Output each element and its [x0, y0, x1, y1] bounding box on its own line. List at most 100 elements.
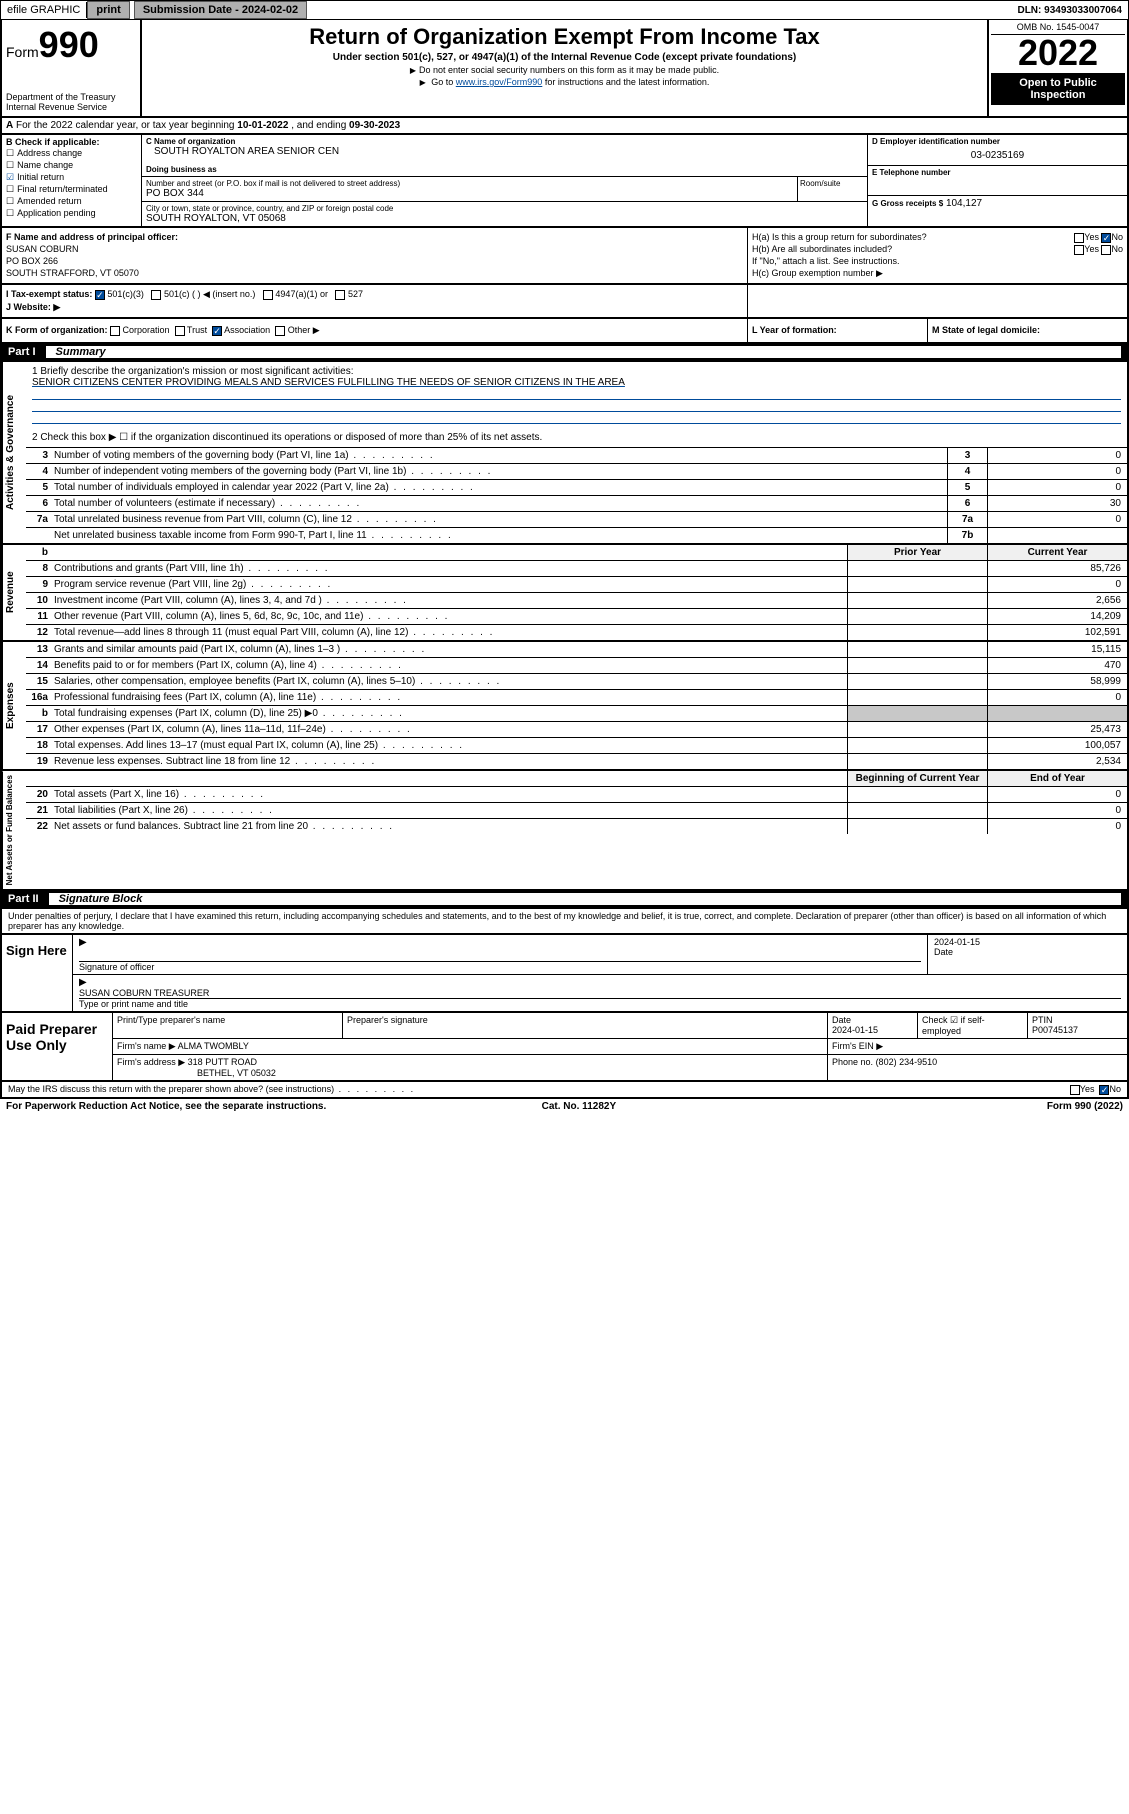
org-name: SOUTH ROYALTON AREA SENIOR CEN [154, 146, 863, 157]
table-row: 4Number of independent voting members of… [26, 464, 1127, 480]
chk-initial-return[interactable]: Initial return [6, 172, 137, 183]
table-row: 5Total number of individuals employed in… [26, 480, 1127, 496]
officer-name: SUSAN COBURN [6, 244, 743, 254]
net-assets-block: Net Assets or Fund Balances Beginning of… [0, 771, 1129, 891]
officer-name-title: SUSAN COBURN TREASURER [79, 988, 1121, 999]
hb-label: H(b) Are all subordinates included? [752, 244, 892, 254]
officer-addr2: SOUTH STRAFFORD, VT 05070 [6, 268, 743, 278]
table-row: 7aTotal unrelated business revenue from … [26, 512, 1127, 528]
phone-label: Phone no. [832, 1057, 873, 1067]
signature-intro: Under penalties of perjury, I declare th… [0, 909, 1129, 935]
part1-header: Part I Summary [0, 344, 1129, 362]
discuss-no-checkbox[interactable] [1099, 1085, 1109, 1095]
chk-trust[interactable] [175, 326, 185, 336]
net-rows: 20Total assets (Part X, line 16)021Total… [26, 787, 1127, 834]
prep-h3: Date [832, 1015, 913, 1025]
table-row: 16aProfessional fundraising fees (Part I… [26, 690, 1127, 706]
print-button[interactable]: print [87, 1, 129, 19]
line-2: 2 Check this box ▶ ☐ if the organization… [32, 432, 1121, 443]
chk-final-return[interactable]: Final return/terminated [6, 184, 137, 195]
vert-expenses: Expenses [2, 642, 26, 769]
hc-label: H(c) Group exemption number ▶ [752, 268, 1123, 279]
table-row: 19Revenue less expenses. Subtract line 1… [26, 754, 1127, 769]
irs-link[interactable]: www.irs.gov/Form990 [456, 77, 543, 87]
chk-amended-return[interactable]: Amended return [6, 196, 137, 207]
paid-preparer-block: Paid Preparer Use Only Print/Type prepar… [0, 1013, 1129, 1082]
sig-officer-label: Signature of officer [79, 962, 921, 972]
chk-application-pending[interactable]: Application pending [6, 208, 137, 219]
vert-revenue: Revenue [2, 545, 26, 640]
chk-address-change[interactable]: Address change [6, 148, 137, 159]
chk-other[interactable] [275, 326, 285, 336]
section-h: H(a) Is this a group return for subordin… [747, 228, 1127, 283]
table-row: 15Salaries, other compensation, employee… [26, 674, 1127, 690]
ha-label: H(a) Is this a group return for subordin… [752, 232, 927, 242]
ha-no-checkbox[interactable] [1101, 233, 1111, 243]
section-i: I Tax-exempt status: 501(c)(3) 501(c) ( … [6, 289, 743, 300]
section-j: J Website: ▶ [6, 302, 743, 313]
table-row: bTotal fundraising expenses (Part IX, co… [26, 706, 1127, 722]
prep-h4: Check ☑ if self-employed [917, 1013, 1027, 1038]
chk-name-change[interactable]: Name change [6, 160, 137, 171]
note-link: Go to www.irs.gov/Form990 for instructio… [150, 77, 979, 87]
firm-addr-label: Firm's address ▶ [117, 1057, 185, 1067]
header-right-block: OMB No. 1545-0047 2022 Open to Public In… [987, 20, 1127, 116]
c-name-label: C Name of organization [146, 137, 863, 146]
table-row: 6Total number of volunteers (estimate if… [26, 496, 1127, 512]
addr-value: PO BOX 344 [146, 188, 793, 199]
current-year-hdr: Current Year [987, 545, 1127, 560]
prep-h2: Preparer's signature [342, 1013, 827, 1038]
e-label: E Telephone number [872, 168, 1123, 177]
form-subtitle: Under section 501(c), 527, or 4947(a)(1)… [150, 52, 979, 63]
section-fh: F Name and address of principal officer:… [0, 228, 1129, 285]
sign-here-label: Sign Here [2, 935, 72, 1011]
section-f: F Name and address of principal officer:… [2, 228, 747, 283]
form-version: Form 990 (2022) [1047, 1101, 1123, 1112]
row-a: A For the 2022 calendar year, or tax yea… [0, 118, 1129, 135]
table-row: 3Number of voting members of the governi… [26, 448, 1127, 464]
table-row: 14Benefits paid to or for members (Part … [26, 658, 1127, 674]
chk-corporation[interactable] [110, 326, 120, 336]
section-k: K Form of organization: Corporation Trus… [2, 319, 747, 342]
chk-501c3[interactable] [95, 290, 105, 300]
ha-yes-checkbox[interactable] [1074, 233, 1084, 243]
chk-4947[interactable] [263, 290, 273, 300]
room-label: Room/suite [797, 177, 867, 201]
submission-date-button[interactable]: Submission Date - 2024-02-02 [134, 1, 307, 19]
chk-association[interactable] [212, 326, 222, 336]
hb-yes-checkbox[interactable] [1074, 245, 1084, 255]
chk-501c[interactable] [151, 290, 161, 300]
discuss-yes-checkbox[interactable] [1070, 1085, 1080, 1095]
revenue-rows: 8Contributions and grants (Part VIII, li… [26, 561, 1127, 640]
firm-name: ALMA TWOMBLY [178, 1041, 249, 1051]
paid-preparer-label: Paid Preparer Use Only [2, 1013, 112, 1080]
firm-addr1: 318 PUTT ROAD [188, 1057, 257, 1067]
city-label: City or town, state or province, country… [146, 204, 863, 213]
table-row: Net unrelated business taxable income fr… [26, 528, 1127, 543]
table-row: 18Total expenses. Add lines 13–17 (must … [26, 738, 1127, 754]
table-row: 21Total liabilities (Part X, line 26)0 [26, 803, 1127, 819]
part2-header: Part II Signature Block [0, 891, 1129, 909]
mission-label: 1 Briefly describe the organization's mi… [32, 366, 1121, 377]
dept-label: Department of the Treasury Internal Reve… [6, 92, 136, 112]
name-title-label: Type or print name and title [79, 999, 1121, 1009]
section-l: L Year of formation: [747, 319, 927, 342]
chk-527[interactable] [335, 290, 345, 300]
table-row: 8Contributions and grants (Part VIII, li… [26, 561, 1127, 577]
city-value: SOUTH ROYALTON, VT 05068 [146, 213, 863, 224]
b-header: B Check if applicable: [6, 137, 137, 147]
revenue-block: Revenue b Prior Year Current Year 8Contr… [0, 545, 1129, 642]
table-row: 9Program service revenue (Part VIII, lin… [26, 577, 1127, 593]
officer-addr1: PO BOX 266 [6, 256, 743, 266]
section-m: M State of legal domicile: [927, 319, 1127, 342]
part2-name: Signature Block [49, 893, 1121, 905]
note-ssn: Do not enter social security numbers on … [150, 65, 979, 75]
hb-no-checkbox[interactable] [1101, 245, 1111, 255]
dba-label: Doing business as [146, 165, 863, 174]
part2-label: Part II [8, 893, 49, 905]
begin-year-hdr: Beginning of Current Year [847, 771, 987, 786]
firm-name-label: Firm's name ▶ [117, 1041, 176, 1051]
irs-discuss-q: May the IRS discuss this return with the… [8, 1084, 415, 1095]
d-label: D Employer identification number [872, 137, 1123, 146]
phone-value: (802) 234-9510 [876, 1057, 938, 1067]
